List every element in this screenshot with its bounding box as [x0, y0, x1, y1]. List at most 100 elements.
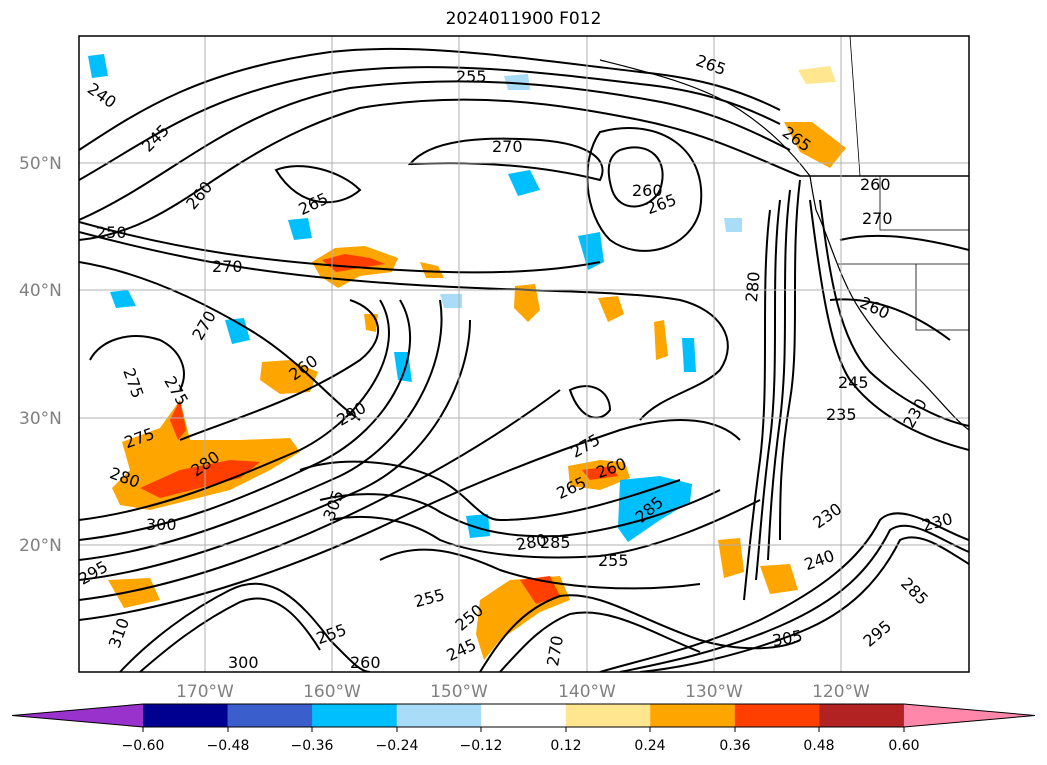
shaded-patch	[364, 314, 378, 332]
colorbar-bin	[819, 704, 905, 727]
shaded-patch	[724, 218, 742, 232]
contour-line	[755, 199, 781, 581]
contour-line	[839, 234, 969, 251]
shaded-patch	[88, 54, 108, 78]
contour-line	[79, 299, 443, 561]
contour-line	[179, 299, 380, 441]
shaded-patch	[578, 232, 604, 270]
contour-line	[299, 460, 681, 522]
shaded-patch	[170, 400, 186, 440]
lon-label: 160°W	[303, 682, 361, 702]
contour-line	[79, 389, 561, 601]
coastline	[599, 59, 817, 211]
longitude-labels: 170°W 160°W 150°W 140°W 130°W 120°W	[176, 682, 870, 702]
gridlines	[79, 36, 969, 672]
lon-label: 120°W	[812, 682, 870, 702]
shaded-patch	[654, 320, 668, 360]
shaded-patch	[618, 476, 692, 542]
contour-label: 270	[862, 209, 893, 228]
shaded-patch	[322, 254, 385, 272]
contour-label: 285	[540, 533, 571, 552]
contour-label: 260	[632, 181, 663, 200]
contour-label: 300	[228, 653, 259, 672]
colorbar-tick-label: −0.60	[122, 738, 165, 754]
lon-label: 150°W	[430, 682, 488, 702]
latitude-labels: 50°N 40°N 30°N 20°N	[19, 154, 62, 556]
contour-line	[619, 524, 969, 672]
contour-line	[379, 548, 701, 590]
contour-line	[119, 582, 371, 672]
border-line	[915, 264, 969, 331]
colorbar-tick-label: −0.24	[376, 738, 419, 754]
colorbar-bin	[650, 704, 736, 727]
coastline	[815, 209, 969, 431]
contour-label: 245	[838, 373, 869, 392]
colorbar-tick-label: −0.48	[207, 738, 250, 754]
contour-line	[607, 146, 664, 208]
contour-label: 235	[826, 405, 857, 424]
shaded-patch	[420, 262, 444, 278]
shaded-patch	[508, 170, 540, 196]
contour-label: 300	[146, 515, 177, 534]
contour-line	[79, 47, 781, 151]
colorbar-bin	[143, 704, 229, 727]
colorbar-bins	[11, 703, 1036, 728]
shaded-patch	[108, 578, 160, 608]
contour-label: 270	[492, 137, 523, 156]
colorbar-ticks	[142, 727, 905, 732]
contour-line	[743, 209, 771, 601]
contour-line	[79, 66, 781, 181]
shaded-patch	[718, 538, 744, 578]
contour-line	[499, 611, 701, 672]
shaded-patch	[798, 66, 836, 84]
colorbar: −0.60 −0.48 −0.36 −0.24 −0.12 0.12 0.24 …	[11, 703, 1036, 754]
contour-line	[79, 261, 361, 421]
contour-line	[639, 536, 969, 672]
border-line	[849, 36, 861, 177]
coastline-layer	[599, 36, 969, 431]
contour-label: 250	[96, 223, 127, 242]
contour-label: 280	[742, 271, 764, 303]
contour-line	[479, 594, 801, 672]
colorbar-bin	[227, 704, 313, 727]
lon-label: 130°W	[685, 682, 743, 702]
contour-label: 270	[212, 257, 243, 276]
map-frame	[78, 35, 970, 673]
contour-line	[79, 299, 411, 541]
colorbar-tick-label: −0.12	[460, 738, 503, 754]
colorbar-tick-label: 0.60	[888, 738, 919, 754]
contour-line	[586, 127, 703, 252]
contour-line	[79, 221, 601, 274]
shaded-patch	[225, 318, 250, 344]
contour-line	[809, 199, 969, 451]
shaded-patch	[514, 284, 540, 322]
colorbar-bin	[903, 704, 1035, 727]
shaded-patch	[140, 460, 260, 498]
contour-label: 260	[350, 653, 381, 672]
lon-label: 170°W	[176, 682, 234, 702]
shaded-patch	[784, 122, 846, 168]
contour-line	[274, 165, 362, 204]
lat-label: 50°N	[19, 154, 62, 174]
colorbar-bin	[481, 704, 567, 727]
map-title: 2024011900 F012	[445, 9, 602, 29]
contour-line	[829, 298, 951, 341]
shaded-patch	[582, 466, 618, 480]
contour-line	[767, 189, 791, 561]
contour-line	[79, 231, 729, 421]
contour-line	[79, 319, 471, 581]
colorbar-tick-label: −0.36	[291, 738, 334, 754]
contour-line	[79, 299, 390, 521]
border-line	[879, 176, 969, 231]
shaded-patch	[260, 360, 318, 394]
colorbar-bin	[312, 704, 398, 727]
contour-line	[139, 597, 321, 672]
colorbar-bin	[565, 704, 651, 727]
colorbar-bin	[12, 704, 143, 727]
shaded-patch	[504, 74, 530, 90]
colorbar-tick-label: 0.24	[634, 738, 665, 754]
contour-line	[779, 179, 801, 541]
shaded-patch	[466, 514, 490, 538]
contour-lines-layer	[79, 47, 969, 672]
shaded-patch	[682, 338, 696, 372]
